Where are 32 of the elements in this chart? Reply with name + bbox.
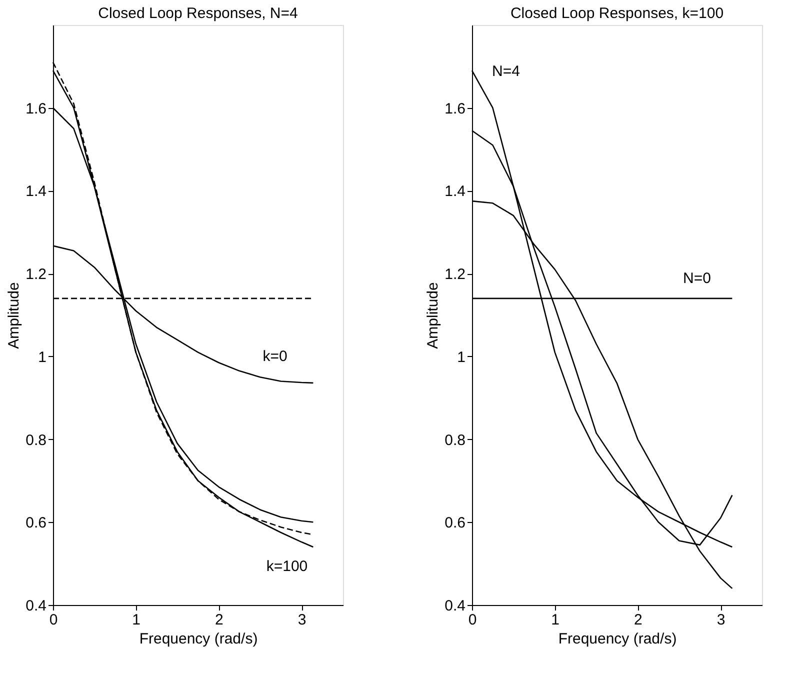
annotation: k=100 [266, 558, 308, 575]
y-tick-label: 1.2 [26, 266, 46, 284]
y-tick-label: 1.6 [444, 100, 466, 118]
y-tick-label: 1.6 [26, 100, 46, 118]
y-tick-label: 1 [457, 348, 466, 366]
x-tick-label: 2 [215, 612, 224, 628]
y-tick-label: 0.6 [26, 514, 46, 532]
annotation: N=0 [683, 270, 711, 287]
y-tick-label: 0.4 [26, 598, 46, 614]
x-axis-title: Frequency (rad/s) [139, 630, 258, 648]
x-tick-label: 2 [634, 612, 642, 628]
y-tick-label: 0.6 [444, 514, 466, 532]
x-tick-label: 0 [49, 612, 58, 628]
chart-title: Closed Loop Responses, k=100 [510, 5, 724, 22]
y-tick-label: 1.4 [444, 183, 466, 200]
x-tick-label: 0 [468, 612, 477, 628]
y-tick-label: 1 [38, 348, 46, 366]
annotation: N=4 [492, 63, 520, 80]
y-axis-title: Amplitude [6, 282, 23, 349]
x-tick-label: 1 [132, 612, 141, 628]
y-tick-label: 0.4 [444, 598, 466, 614]
y-axis-title: Amplitude [424, 282, 442, 349]
chart-title: Closed Loop Responses, N=4 [98, 5, 298, 22]
x-tick-label: 3 [298, 612, 306, 628]
x-tick-label: 3 [716, 612, 726, 628]
x-tick-label: 1 [551, 612, 560, 628]
annotation: k=0 [262, 348, 288, 365]
x-axis-title: Frequency (rad/s) [558, 630, 677, 648]
y-tick-label: 1.4 [26, 183, 46, 200]
y-tick-label: 0.8 [444, 432, 466, 449]
y-tick-label: 0.8 [26, 432, 46, 449]
y-tick-label: 1.2 [444, 266, 466, 284]
